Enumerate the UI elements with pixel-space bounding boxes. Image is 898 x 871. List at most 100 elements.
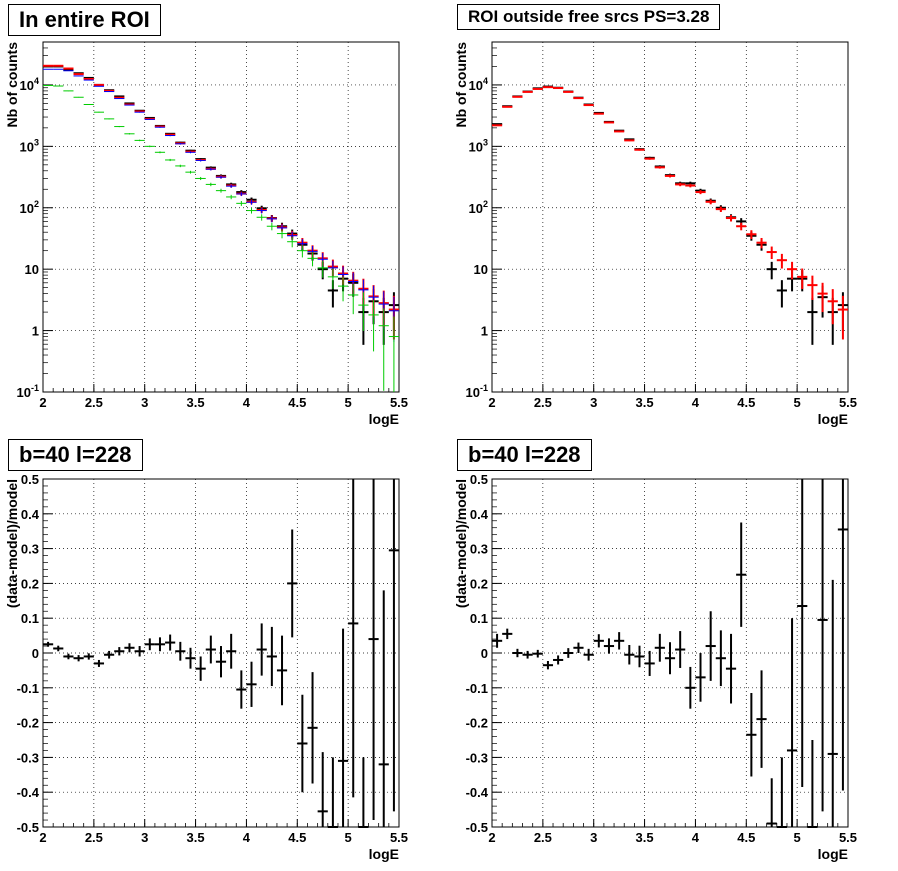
data-point xyxy=(266,626,277,687)
x-tick-label: 2.5 xyxy=(85,830,103,845)
x-tick-label: 5 xyxy=(794,830,801,845)
data-point xyxy=(378,308,389,391)
series xyxy=(43,64,399,340)
grid xyxy=(42,478,400,828)
plot-frame xyxy=(491,478,849,828)
x-tick-label: 2.5 xyxy=(85,395,103,410)
data-point xyxy=(685,666,696,709)
data-point xyxy=(634,645,645,668)
data-point xyxy=(337,276,349,302)
data-point xyxy=(195,656,206,681)
x-tick-label: 2 xyxy=(39,830,46,845)
data-point xyxy=(93,659,105,667)
x-tick-label: 2 xyxy=(39,395,46,410)
data-point xyxy=(827,579,838,827)
data-point xyxy=(337,628,349,827)
data-point xyxy=(104,91,115,93)
data-point xyxy=(715,630,726,687)
data-point xyxy=(93,83,105,86)
data-point xyxy=(583,104,594,107)
data-point xyxy=(502,105,513,108)
y-tick-label: -0.4 xyxy=(17,785,40,800)
data-point xyxy=(195,159,206,162)
data-point xyxy=(786,618,798,827)
data-point xyxy=(246,207,257,214)
data-point xyxy=(175,164,186,168)
data-point xyxy=(573,97,584,100)
grid xyxy=(42,41,400,393)
data-point xyxy=(492,633,503,648)
data-point xyxy=(563,90,574,93)
data-point xyxy=(165,134,176,137)
data-point xyxy=(256,214,267,221)
chart-title: b=40 l=228 xyxy=(457,439,592,471)
data-point xyxy=(114,95,125,98)
data-point xyxy=(327,268,338,289)
chart-title: In entire ROI xyxy=(8,4,161,36)
data-point xyxy=(124,643,135,653)
series xyxy=(43,84,399,392)
data-point xyxy=(766,261,777,280)
data-point xyxy=(144,145,155,148)
y-tick-label: 10-1 xyxy=(17,383,39,400)
x-tick-label: 5 xyxy=(345,830,352,845)
chart-title: ROI outside free srcs PS=3.28 xyxy=(457,4,721,30)
y-tick-label: -0.5 xyxy=(17,820,39,835)
y-tick-label: 0.2 xyxy=(470,576,488,591)
data-point xyxy=(348,479,359,798)
data-point xyxy=(593,634,604,648)
data-point xyxy=(542,86,554,89)
x-tick-label: 5.5 xyxy=(390,830,408,845)
data-point xyxy=(786,261,798,280)
panel-bottom-left: 2 2.5 3 3.5 4 4.5 5 5.5 -0.5 -0.4 -0.3 -0.2 -0.1 0 0.1… xyxy=(0,435,449,870)
y-axis-label: Nb of counts xyxy=(4,42,20,128)
y-tick-label: -0.1 xyxy=(17,681,39,696)
chart-0: 2 2.5 3 3.5 4 4.5 5 5.5 10-1 1 10 102 103 104 logE Nb o… xyxy=(4,41,408,427)
data-point xyxy=(776,280,787,308)
data-point xyxy=(378,590,389,827)
data-point xyxy=(512,648,523,658)
data-point xyxy=(797,479,808,787)
x-tick-label: 3 xyxy=(141,830,148,845)
data-point xyxy=(114,98,125,100)
y-tick-label: 0.4 xyxy=(470,507,489,522)
x-tick-label: 3 xyxy=(590,830,597,845)
data-point xyxy=(317,752,328,827)
data-point xyxy=(797,268,808,289)
data-point xyxy=(73,655,84,662)
data-area xyxy=(43,479,399,828)
data-point xyxy=(154,637,166,652)
data-point xyxy=(685,183,696,188)
data-point xyxy=(63,653,74,660)
data-point xyxy=(502,628,513,640)
data-point xyxy=(175,143,186,145)
x-tick-label: 4.5 xyxy=(737,830,755,845)
data-point xyxy=(215,188,227,193)
data-point xyxy=(837,295,848,340)
x-tick-label: 3.5 xyxy=(636,395,654,410)
y-axis-label: (data-model)/model xyxy=(453,479,469,608)
data-point xyxy=(736,522,747,627)
x-tick-label: 4 xyxy=(243,395,251,410)
data-point xyxy=(43,641,54,647)
plot-frame xyxy=(42,41,400,393)
data-point xyxy=(93,111,105,113)
data-point xyxy=(236,191,247,197)
data-point xyxy=(215,175,227,179)
data-point xyxy=(553,655,564,665)
data-point xyxy=(705,611,716,681)
y-tick-label: 104 xyxy=(469,76,488,93)
data-point xyxy=(695,190,706,195)
data-point xyxy=(124,104,135,106)
data-point xyxy=(766,778,777,827)
x-tick-label: 4 xyxy=(692,830,700,845)
x-tick-label: 4.5 xyxy=(288,395,306,410)
y-tick-label: -0.3 xyxy=(466,750,488,765)
data-point xyxy=(837,479,848,791)
data-point xyxy=(388,479,399,812)
data-point xyxy=(776,253,787,269)
data-point xyxy=(368,479,379,821)
data-point xyxy=(185,151,196,154)
y-tick-label: 1 xyxy=(481,324,488,339)
y-tick-label: 10 xyxy=(25,262,39,277)
